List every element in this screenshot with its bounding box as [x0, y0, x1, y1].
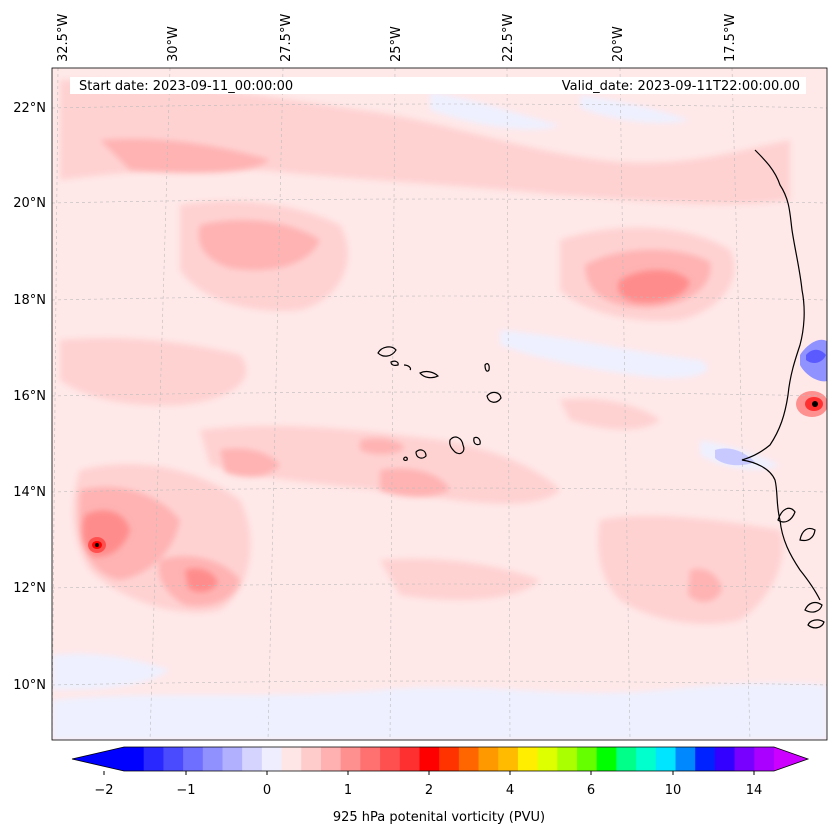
lat-label: 14°N — [13, 485, 46, 500]
colorbar-tick-label: 14 — [746, 783, 763, 798]
lon-label: 17.5°W — [723, 14, 738, 62]
colorbar-swatch — [754, 747, 775, 771]
colorbar-swatch — [419, 747, 440, 771]
colorbar-swatch — [301, 747, 322, 771]
colorbar-tick-label: −1 — [176, 783, 195, 798]
lat-label: 22°N — [13, 101, 46, 116]
map-panel — [52, 68, 827, 740]
colorbar-swatch — [655, 747, 677, 771]
lon-label: 30°W — [166, 26, 181, 62]
date-label-band — [70, 77, 806, 94]
lat-label: 16°N — [13, 389, 46, 404]
colorbar-swatch — [183, 747, 204, 771]
colorbar-label: 925 hPa potenital vorticity (PVU) — [333, 810, 545, 825]
colorbar-swatch — [734, 747, 755, 771]
colorbar-swatch — [537, 747, 558, 771]
colorbar-swatch — [439, 747, 460, 771]
lat-label: 10°N — [13, 678, 46, 693]
colorbar-tick-label: 1 — [344, 783, 352, 798]
colorbar-swatch — [340, 747, 361, 771]
latitude-labels: 22°N 20°N 18°N 16°N 14°N 12°N 10°N — [13, 101, 46, 693]
colorbar-swatch — [320, 747, 342, 771]
gridlines — [52, 68, 827, 740]
coastlines — [377, 149, 825, 629]
colorbar-swatch — [636, 747, 657, 771]
colorbar-swatch — [261, 747, 283, 771]
colorbar-swatch — [675, 747, 696, 771]
colorbar-swatch — [557, 747, 578, 771]
valid-date-label: Valid_date: 2023-09-11T22:00:00.00 — [562, 79, 800, 94]
map-frame — [51, 67, 828, 741]
colorbar-swatch — [399, 747, 420, 771]
colorbar-swatch — [517, 747, 539, 771]
pv-light-blue-areas — [52, 92, 827, 740]
colorbar-under-arrow — [72, 747, 124, 771]
colorbar-swatch — [360, 747, 381, 771]
colorbar-swatch — [458, 747, 480, 771]
colorbar-tick-label: 4 — [506, 783, 514, 798]
colorbar-tick-label: −2 — [94, 783, 113, 798]
colorbar-swatch — [242, 747, 263, 771]
colorbar-over-arrow — [774, 747, 808, 771]
lon-label: 27.5°W — [279, 14, 294, 62]
colorbar-swatch — [222, 747, 243, 771]
colorbar — [71, 746, 810, 775]
lon-label: 22.5°W — [501, 14, 516, 62]
colorbar-swatch — [143, 747, 164, 771]
colorbar-swatch — [596, 747, 617, 771]
longitude-labels: 32.5°W 30°W 27.5°W 25°W 22.5°W 20°W 17.5… — [56, 14, 738, 62]
start-date-label: Start date: 2023-09-11_00:00:00 — [79, 79, 293, 94]
colorbar-swatch — [380, 747, 401, 771]
colorbar-swatch — [478, 747, 499, 771]
lon-label: 32.5°W — [56, 14, 71, 62]
colorbar-swatch — [163, 747, 184, 771]
colorbar-tick-label: 6 — [587, 783, 595, 798]
lat-label: 18°N — [13, 293, 46, 308]
colorbar-ticks: −2 −1 0 1 2 4 6 10 14 — [94, 783, 762, 798]
colorbar-swatch — [202, 747, 223, 771]
colorbar-swatch — [714, 747, 736, 771]
colorbar-tick-label: 10 — [665, 783, 682, 798]
colorbar-tick-label: 2 — [425, 783, 433, 798]
colorbar-tick-label: 0 — [263, 783, 271, 798]
colorbar-swatch — [577, 747, 598, 771]
lat-label: 12°N — [13, 581, 46, 596]
colorbar-swatch — [695, 747, 716, 771]
lon-label: 20°W — [611, 26, 626, 62]
colorbar-outline — [71, 746, 810, 772]
lon-label: 25°W — [389, 26, 404, 62]
colorbar-swatch — [498, 747, 519, 771]
pv-red-cores — [88, 391, 827, 553]
colorbar-swatch — [124, 747, 145, 771]
colorbar-swatch — [281, 747, 302, 771]
lat-label: 20°N — [13, 196, 46, 211]
colorbar-swatch — [616, 747, 637, 771]
